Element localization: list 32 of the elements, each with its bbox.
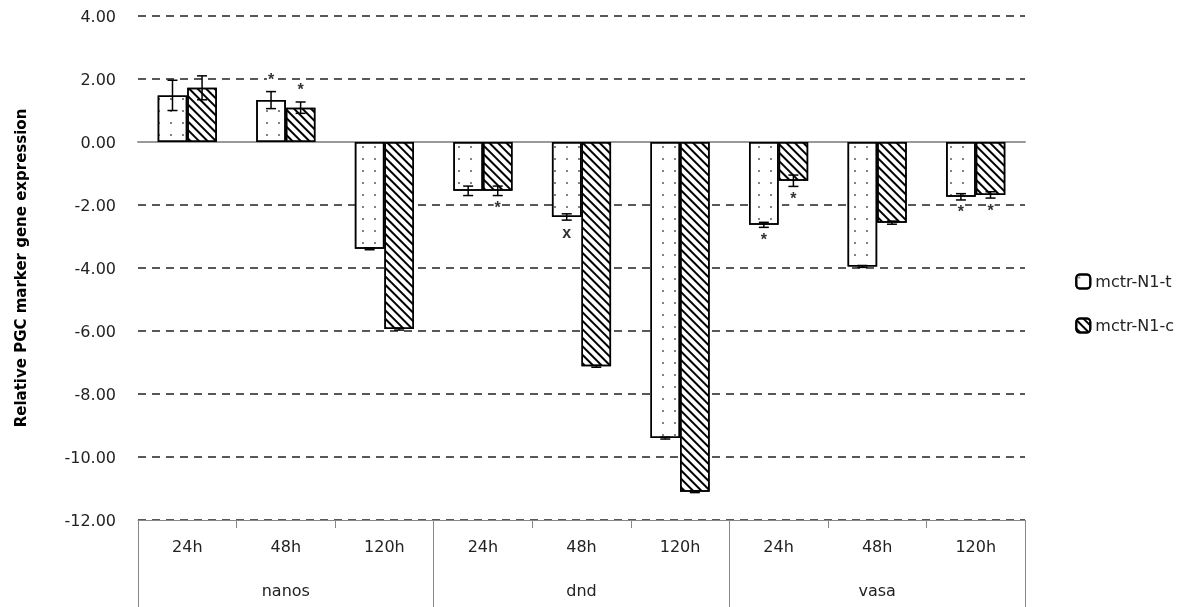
- y-tick-label: -10.00: [64, 447, 116, 467]
- y-tick-label: 2.00: [80, 69, 116, 89]
- data-label: *: [790, 189, 798, 207]
- x-tick-label: 24h: [172, 536, 203, 556]
- text: dnd: [566, 580, 597, 600]
- x-tick-label: 120h: [955, 536, 997, 556]
- x-tick-label: 48h: [566, 536, 597, 556]
- x-tick-label: 24h: [763, 536, 794, 556]
- x-tick-label: 48h: [270, 536, 302, 556]
- text: nanos: [261, 580, 310, 600]
- legend-label: mctr-N1-t: [1095, 272, 1172, 291]
- x-tick-label: 120h: [364, 536, 405, 556]
- y-tick-label: -12.00: [64, 510, 116, 530]
- y-tick-label: -4.00: [74, 258, 116, 278]
- data-label: *: [760, 230, 768, 248]
- x-tick-label: 24h: [467, 536, 499, 556]
- data-label: *: [987, 201, 995, 219]
- data-label: *: [957, 203, 965, 221]
- data-label: x: [562, 223, 572, 241]
- y-tick-label: -8.00: [74, 384, 116, 404]
- x-tick-label: 120h: [659, 536, 701, 556]
- y-tick-label: -6.00: [74, 321, 116, 341]
- data-label: *: [494, 199, 502, 217]
- y-axis-title: Relative PGC marker gene expression: [11, 108, 30, 428]
- legend-label: mctr-N1-c: [1095, 316, 1174, 335]
- y-tick-label: 0.00: [80, 132, 116, 152]
- data-label: *: [267, 71, 275, 89]
- x-tick-label: 48h: [861, 536, 893, 556]
- text: vasa: [858, 580, 896, 600]
- y-tick-label: 4.00: [80, 6, 116, 26]
- y-tick-label: -2.00: [74, 195, 116, 215]
- data-label: *: [297, 81, 305, 99]
